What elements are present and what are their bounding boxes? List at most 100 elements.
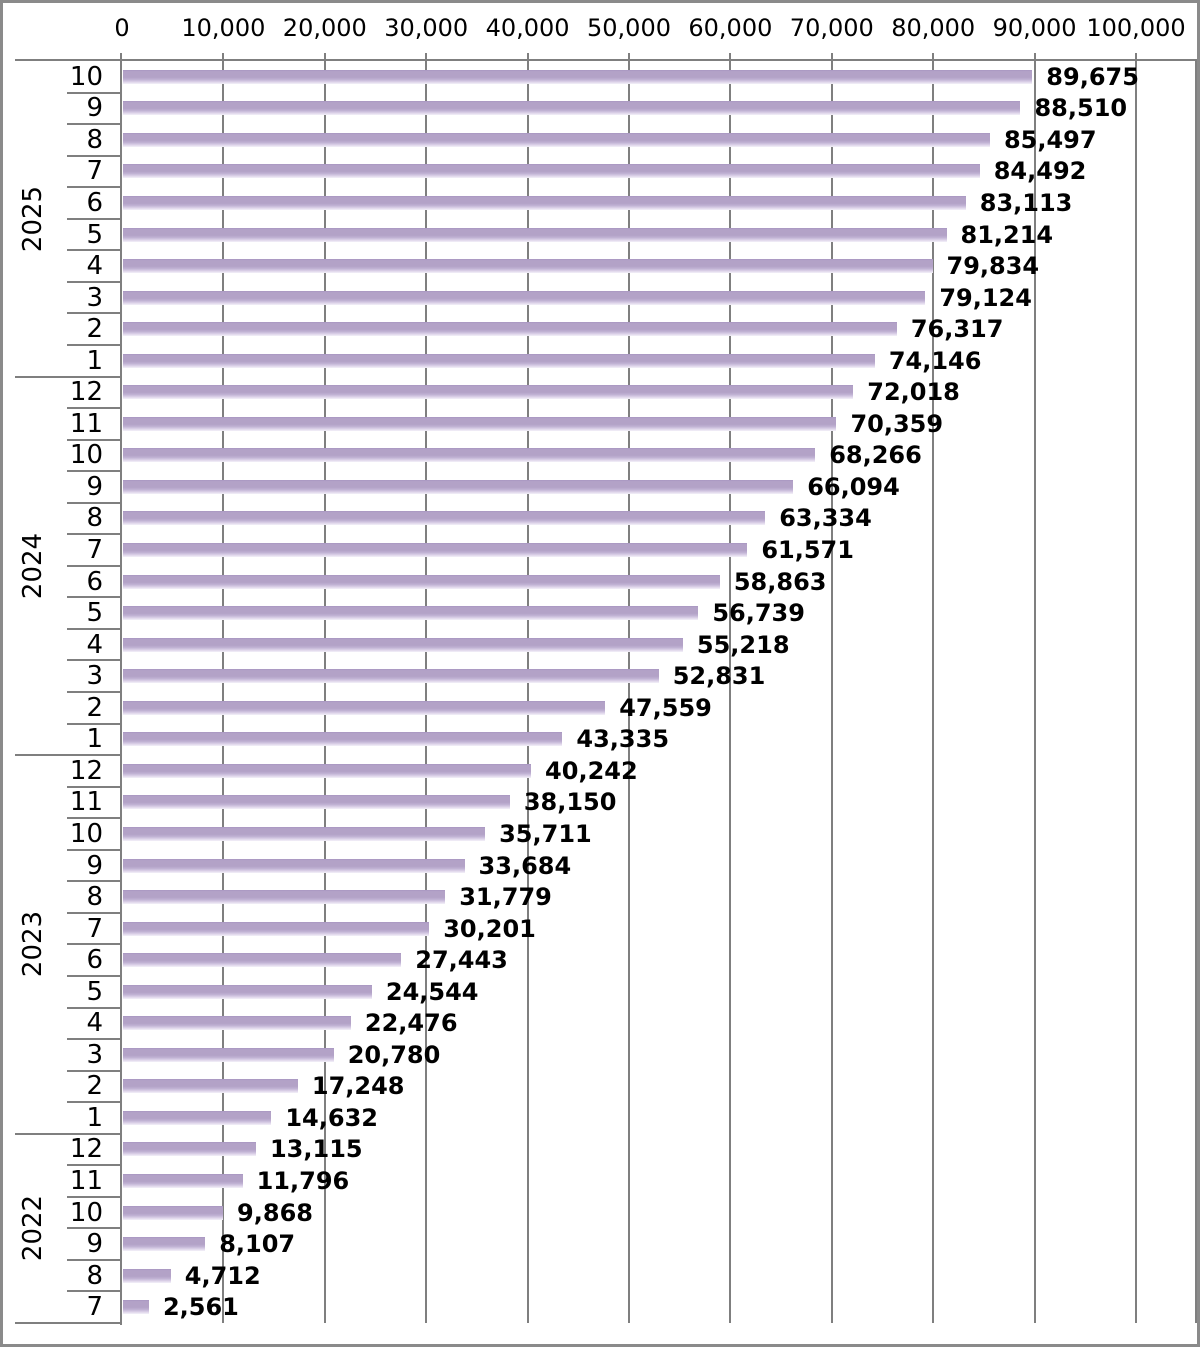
x-axis-tick-label: 50,000 — [587, 14, 671, 42]
month-label: 6 — [86, 187, 103, 218]
month-label: 9 — [86, 93, 103, 124]
month-separator — [67, 848, 121, 851]
month-label: 3 — [86, 282, 103, 313]
bar-value-label: 83,113 — [979, 188, 1073, 217]
bar — [123, 700, 606, 715]
month-separator — [67, 627, 121, 630]
month-separator — [67, 1038, 121, 1041]
month-label: 6 — [86, 945, 103, 976]
bar — [123, 763, 532, 778]
x-axis-tick-label: 40,000 — [485, 14, 570, 42]
bar-value-label: 11,796 — [256, 1167, 350, 1196]
month-label: 7 — [86, 1292, 103, 1323]
month-separator — [67, 785, 121, 788]
month-separator — [67, 691, 121, 693]
month-label: 7 — [86, 156, 103, 187]
bar — [123, 1300, 149, 1315]
month-separator — [67, 186, 121, 189]
bar-value-label: 61,571 — [761, 536, 854, 565]
month-separator — [67, 1164, 121, 1167]
bar-value-label: 40,242 — [545, 756, 638, 785]
gridline — [323, 53, 326, 1323]
month-label: 5 — [86, 976, 103, 1007]
month-separator — [67, 154, 121, 157]
month-label: 10 — [69, 818, 103, 849]
bar-value-label: 8,107 — [219, 1230, 296, 1259]
bar — [123, 227, 947, 242]
month-separator — [67, 123, 121, 126]
gridline — [830, 53, 833, 1323]
month-separator — [67, 817, 121, 820]
month-separator — [67, 974, 121, 977]
bar-value-label: 38,150 — [523, 788, 617, 817]
bar — [123, 669, 659, 684]
x-axis-tick-label: 20,000 — [282, 14, 367, 42]
bar-value-label: 52,831 — [672, 662, 766, 691]
month-separator — [67, 596, 121, 599]
bar-value-label: 27,443 — [415, 946, 508, 975]
month-label: 5 — [86, 598, 103, 629]
month-label: 10 — [69, 61, 103, 92]
month-label: 9 — [86, 471, 103, 502]
month-separator — [67, 91, 121, 94]
month-separator — [67, 943, 121, 946]
month-label: 10 — [69, 1197, 103, 1228]
bar — [123, 826, 486, 841]
month-label: 4 — [86, 1008, 103, 1039]
bar-value-label: 63,334 — [779, 504, 872, 533]
bar — [123, 1174, 243, 1189]
bar-value-label: 9,868 — [237, 1198, 313, 1227]
bar — [123, 858, 465, 873]
bar — [123, 416, 837, 431]
month-separator — [67, 249, 121, 252]
year-separator — [15, 375, 121, 378]
month-separator — [67, 911, 121, 914]
month-separator — [67, 407, 121, 410]
bar-value-label: 66,094 — [807, 472, 900, 501]
month-label: 8 — [86, 882, 103, 913]
month-separator — [67, 1227, 121, 1230]
month-separator — [67, 312, 121, 315]
bar — [123, 1268, 171, 1283]
month-label: 1 — [86, 1102, 103, 1133]
x-axis-tick-label: 0 — [114, 14, 130, 42]
bar — [123, 1016, 351, 1031]
month-separator — [67, 1195, 121, 1198]
year-separator — [15, 1132, 121, 1135]
x-axis-tick-label: 80,000 — [891, 14, 976, 42]
month-separator — [67, 470, 121, 473]
month-separator — [67, 438, 121, 441]
month-separator — [67, 659, 121, 662]
bar-value-label: 13,115 — [269, 1135, 363, 1164]
bar-value-label: 74,146 — [888, 346, 982, 375]
bar-value-label: 4,712 — [184, 1261, 261, 1290]
bar — [123, 953, 402, 968]
gridline — [1033, 53, 1036, 1323]
bar-value-label: 85,497 — [1003, 125, 1097, 154]
month-separator — [67, 1101, 121, 1104]
bar — [123, 637, 683, 652]
month-label: 9 — [86, 850, 103, 881]
month-separator — [67, 533, 121, 536]
bar-value-label: 72,018 — [867, 378, 960, 407]
year-separator — [15, 1322, 121, 1324]
year-separator — [15, 754, 121, 757]
plot-area: 0 10,000 20,000 30,000 40,000 50,000 60,000 70,… — [3, 3, 1197, 1344]
bar — [123, 511, 766, 526]
bar-value-label: 81,214 — [960, 220, 1054, 249]
bar — [123, 732, 563, 747]
month-label: 3 — [86, 1039, 103, 1070]
bar-value-label: 79,834 — [946, 252, 1040, 281]
bar — [123, 101, 1021, 116]
bar-value-label: 14,632 — [285, 1103, 378, 1132]
month-separator — [67, 501, 121, 504]
bar — [123, 132, 990, 147]
bar-value-label: 79,124 — [939, 283, 1032, 312]
bar — [123, 1237, 206, 1252]
bar-value-label: 22,476 — [364, 1009, 458, 1038]
bar-value-label: 56,739 — [712, 599, 805, 628]
bar — [123, 353, 875, 368]
bar — [123, 921, 430, 936]
bar-value-label: 70,359 — [850, 409, 944, 438]
bar-value-label: 76,317 — [910, 315, 1004, 344]
